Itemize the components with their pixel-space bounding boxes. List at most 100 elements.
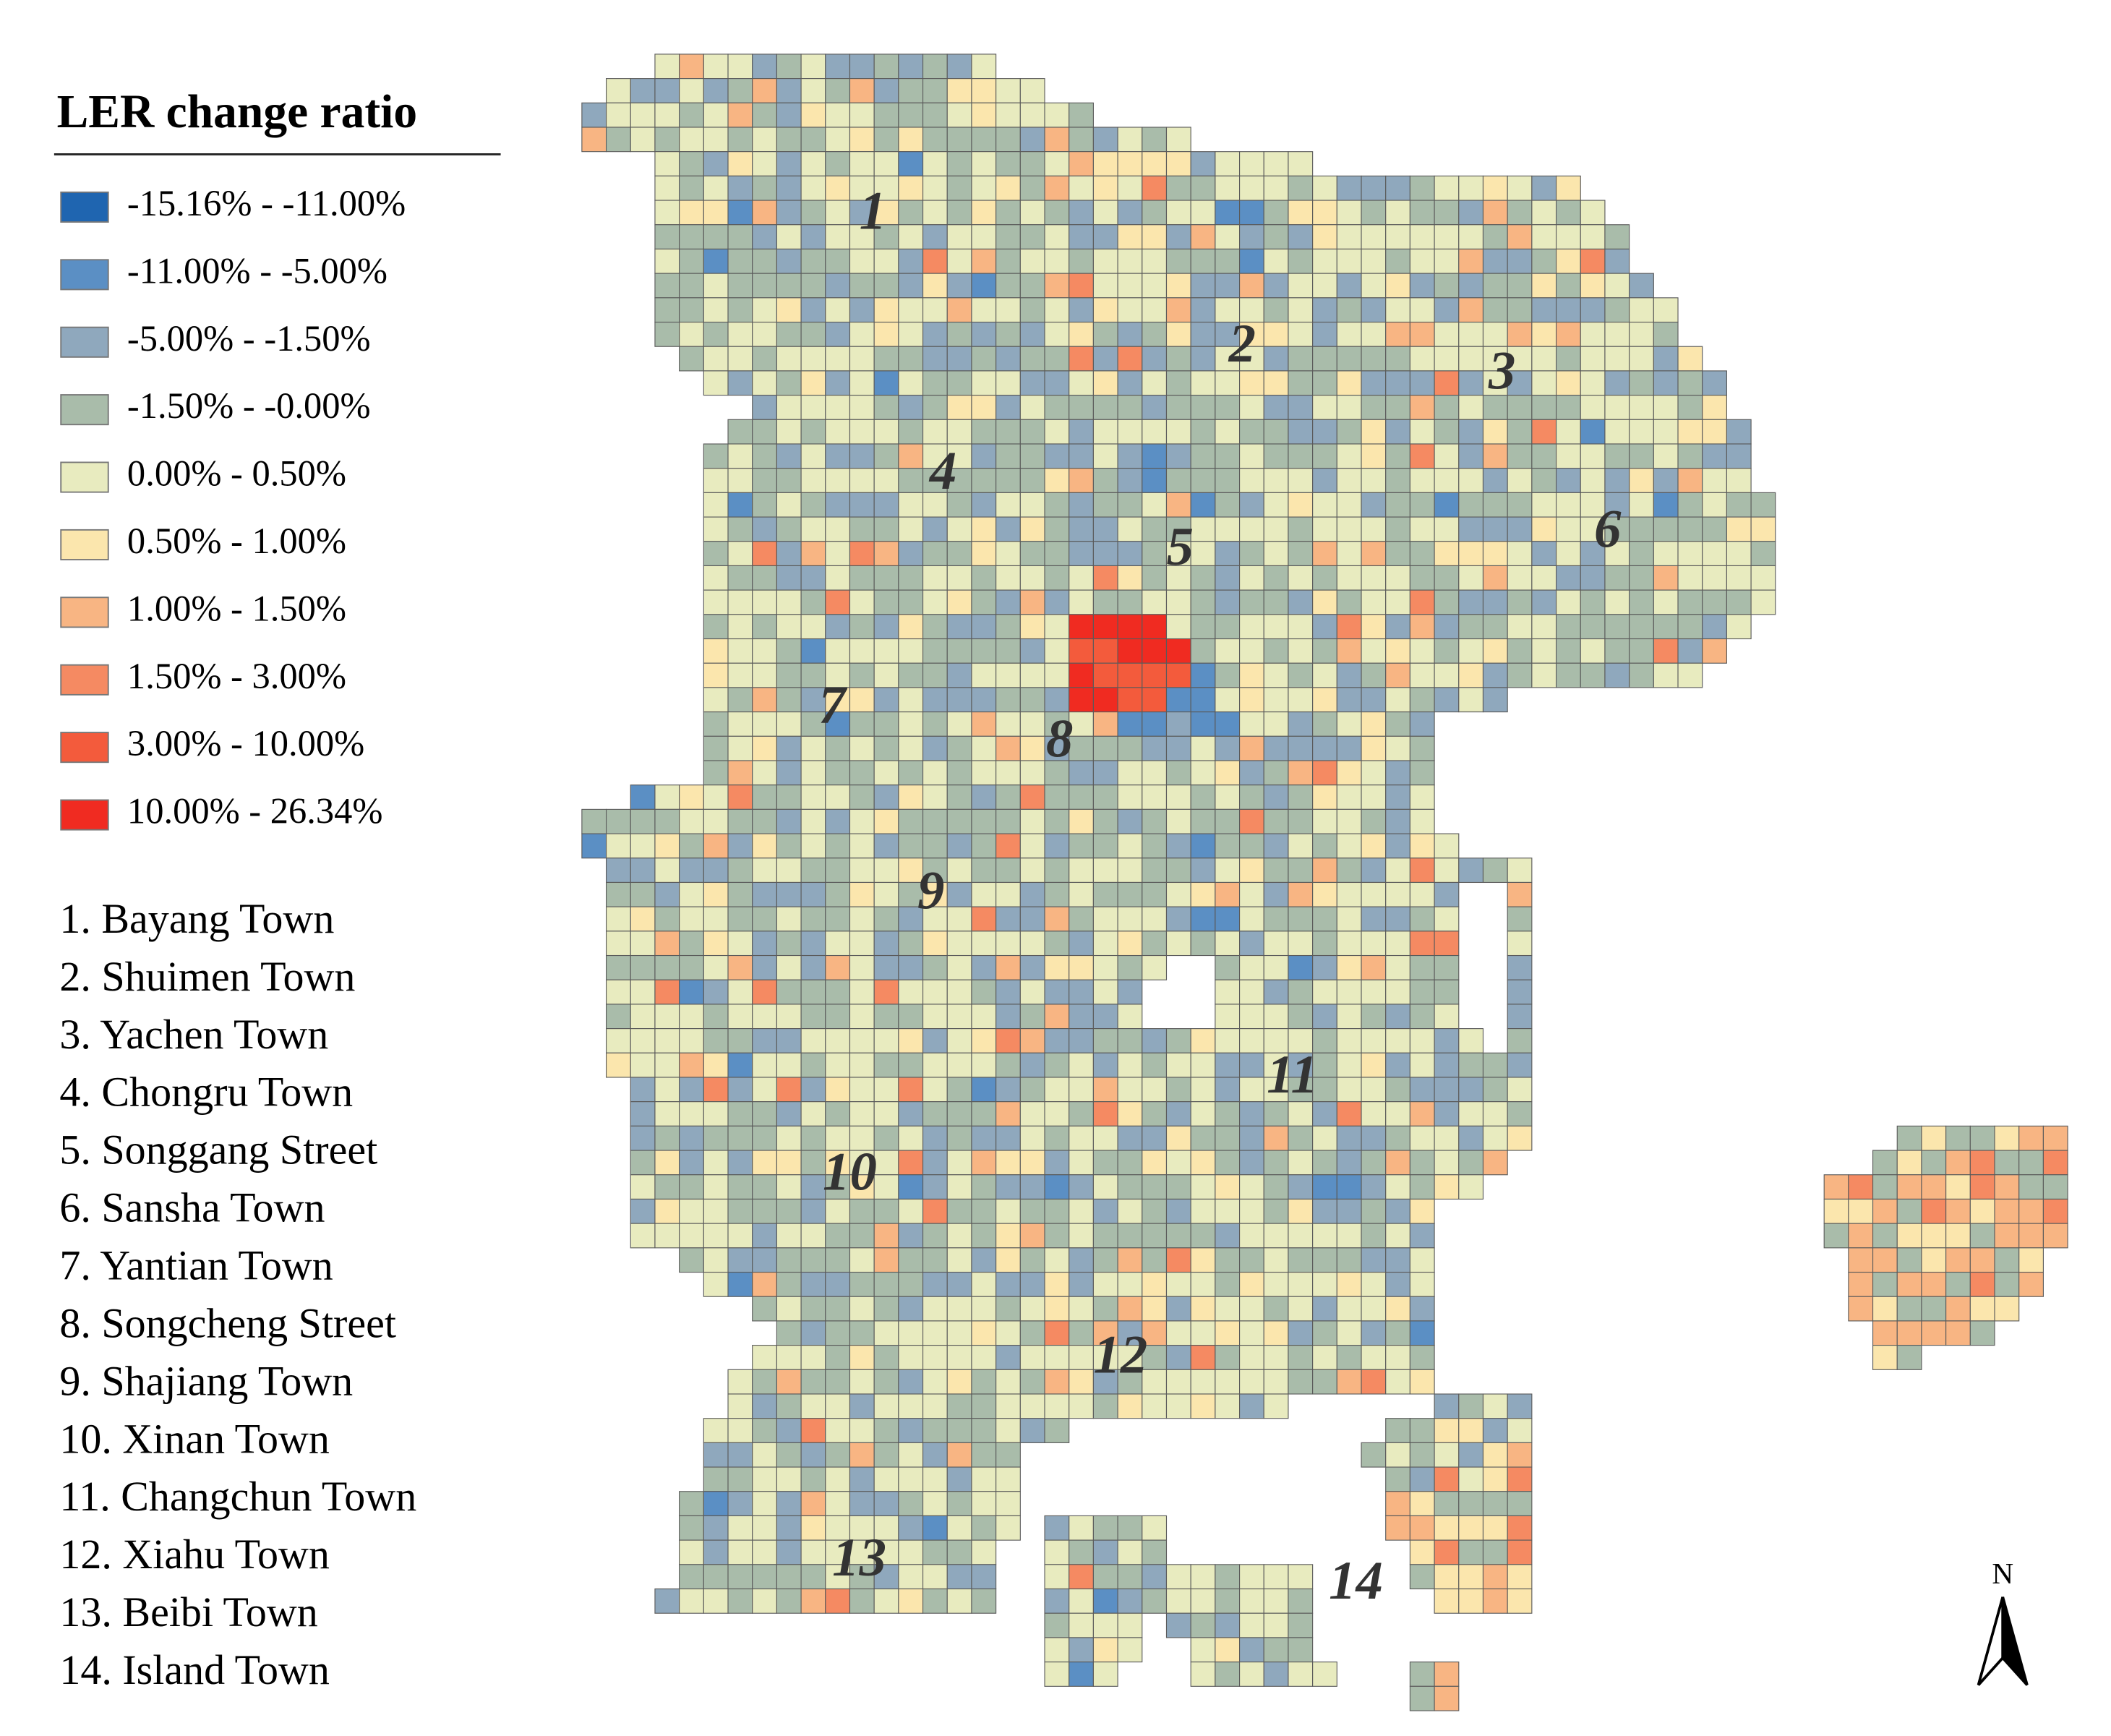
map-cell [703, 979, 729, 1005]
map-cell [1580, 297, 1606, 323]
map-cell [800, 1077, 826, 1103]
map-cell [1409, 1174, 1435, 1200]
map-cell [1969, 1296, 1995, 1322]
map-cell [1239, 1612, 1264, 1638]
map-cell [1069, 492, 1094, 518]
map-cell [1215, 1612, 1241, 1638]
map-cell [1044, 541, 1070, 567]
map-cell [1580, 614, 1606, 640]
map-cell [825, 127, 851, 153]
map-cell [1239, 541, 1264, 567]
map-cell [679, 297, 704, 323]
map-cell [776, 419, 802, 445]
map-cell [1142, 370, 1168, 396]
map-cell [849, 1320, 875, 1346]
map-cell [727, 127, 753, 153]
map-cell [1069, 443, 1094, 469]
map-cell [800, 979, 826, 1005]
map-cell [1165, 1028, 1191, 1053]
map-cell [1336, 1125, 1362, 1151]
map-cell [654, 954, 680, 980]
map-cell [1288, 1345, 1314, 1370]
map-cell [1215, 687, 1241, 713]
map-cell [1117, 175, 1143, 201]
map-cell [1019, 516, 1045, 542]
map-cell [1215, 760, 1241, 786]
map-cell [1434, 297, 1460, 323]
map-cell [922, 711, 948, 737]
map-cell [1482, 516, 1508, 542]
map-cell [1069, 881, 1094, 907]
map-cell [971, 858, 997, 884]
map-cell [849, 931, 875, 957]
map-cell [1604, 419, 1630, 445]
map-cell [849, 1345, 875, 1370]
map-cell [1117, 346, 1143, 372]
map-cell [922, 1247, 948, 1273]
map-cell [1069, 1612, 1094, 1638]
map-cell [800, 1150, 826, 1176]
legend-label: 10.00% - 26.34% [127, 791, 383, 831]
map-cell [1044, 175, 1070, 201]
map-cell [1434, 589, 1460, 615]
map-cell [1239, 175, 1264, 201]
map-cell [1190, 1588, 1216, 1614]
map-cell [873, 127, 899, 153]
map-cell [1361, 175, 1387, 201]
map-cell [1117, 735, 1143, 761]
map-cell [1239, 468, 1264, 493]
map-cell [1531, 175, 1557, 201]
map-cell [898, 102, 924, 128]
map-cell [849, 833, 875, 859]
map-cell [1215, 248, 1241, 274]
map-cell [679, 1125, 704, 1151]
map-cell [752, 784, 777, 810]
map-cell [1239, 711, 1264, 737]
map-cell [1994, 1125, 2020, 1151]
map-cell [1409, 1418, 1435, 1443]
map-cell [1531, 541, 1557, 567]
map-cell [1117, 565, 1143, 591]
map-cell [1044, 687, 1070, 713]
map-cell [703, 443, 729, 469]
map-cell [1409, 1077, 1435, 1103]
map-cell [1336, 1369, 1362, 1395]
map-cell [971, 370, 997, 396]
map-cell [606, 833, 631, 859]
map-cell [1507, 638, 1533, 664]
map-cell [1044, 1004, 1070, 1030]
map-cell [1215, 1662, 1241, 1687]
map-cell [898, 175, 924, 201]
map-cell [825, 1028, 851, 1053]
map-cell [1458, 175, 1484, 201]
map-cell [1165, 565, 1191, 591]
map-cell [1239, 297, 1264, 323]
map-cell [1458, 1515, 1484, 1541]
map-cell [1312, 297, 1337, 323]
map-cell [654, 833, 680, 859]
map-cell [1482, 175, 1508, 201]
map-cell [825, 1369, 851, 1395]
map-cell [1165, 419, 1191, 445]
map-cell [1434, 614, 1460, 640]
map-cell [1434, 1418, 1460, 1443]
map-cell [1361, 1150, 1387, 1176]
map-cell [1019, 1296, 1045, 1322]
map-cell [898, 1125, 924, 1151]
map-cell [1092, 1515, 1118, 1541]
map-cell [1069, 565, 1094, 591]
map-cell [1336, 395, 1362, 420]
map-cell [946, 175, 972, 201]
map-cell [727, 760, 753, 786]
map-cell [703, 1223, 729, 1249]
map-cell [1312, 1223, 1337, 1249]
map-cell [898, 370, 924, 396]
map-cell [971, 200, 997, 226]
map-cell [971, 102, 997, 128]
map-cell [654, 906, 680, 932]
map-cell [1482, 1101, 1508, 1126]
map-cell [995, 1150, 1021, 1176]
map-cell [752, 638, 777, 664]
map-cell [703, 1442, 729, 1468]
map-cell [752, 1369, 777, 1395]
